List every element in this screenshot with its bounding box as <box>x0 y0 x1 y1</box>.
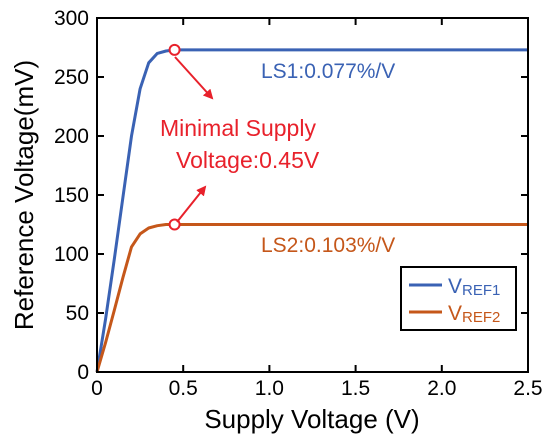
x-tick-label: 0.5 <box>169 377 198 400</box>
y-tick-label: 250 <box>54 66 89 89</box>
ls2-annotation: LS2:0.103%/V <box>261 234 395 257</box>
x-tick-label: 2.5 <box>513 377 542 400</box>
y-tick-label: 150 <box>54 184 89 207</box>
y-tick-label: 200 <box>54 125 89 148</box>
x-axis-label: Supply Voltage (V) <box>204 404 419 434</box>
min-supply-annotation-line1: Minimal Supply <box>160 115 316 141</box>
min-supply-marker <box>168 43 181 56</box>
legend-label-vref2: VREF2 <box>448 302 500 326</box>
x-tick-label: 2.0 <box>427 377 456 400</box>
x-tick-label: 1.0 <box>255 377 284 400</box>
plot-frame <box>96 17 529 373</box>
y-tick-label: 100 <box>54 243 89 266</box>
x-tick-label: 0 <box>91 377 103 400</box>
y-tick-label: 300 <box>54 7 89 30</box>
x-tick-label: 1.5 <box>341 377 370 400</box>
y-axis-label: Reference Voltage(mV) <box>9 60 39 330</box>
arrow-from-ls2 <box>176 185 207 223</box>
arrow-to-ls1 <box>174 56 214 100</box>
legend-box <box>400 266 517 331</box>
min-supply-annotation-line2: Voltage:0.45V <box>176 147 320 173</box>
legend-label-vref1: VREF1 <box>448 275 500 299</box>
ls1-annotation: LS1:0.077%/V <box>261 60 395 83</box>
legend: VREF1 VREF2 <box>400 266 517 331</box>
y-tick-label: 0 <box>77 361 89 384</box>
y-tick-label: 50 <box>66 302 89 325</box>
